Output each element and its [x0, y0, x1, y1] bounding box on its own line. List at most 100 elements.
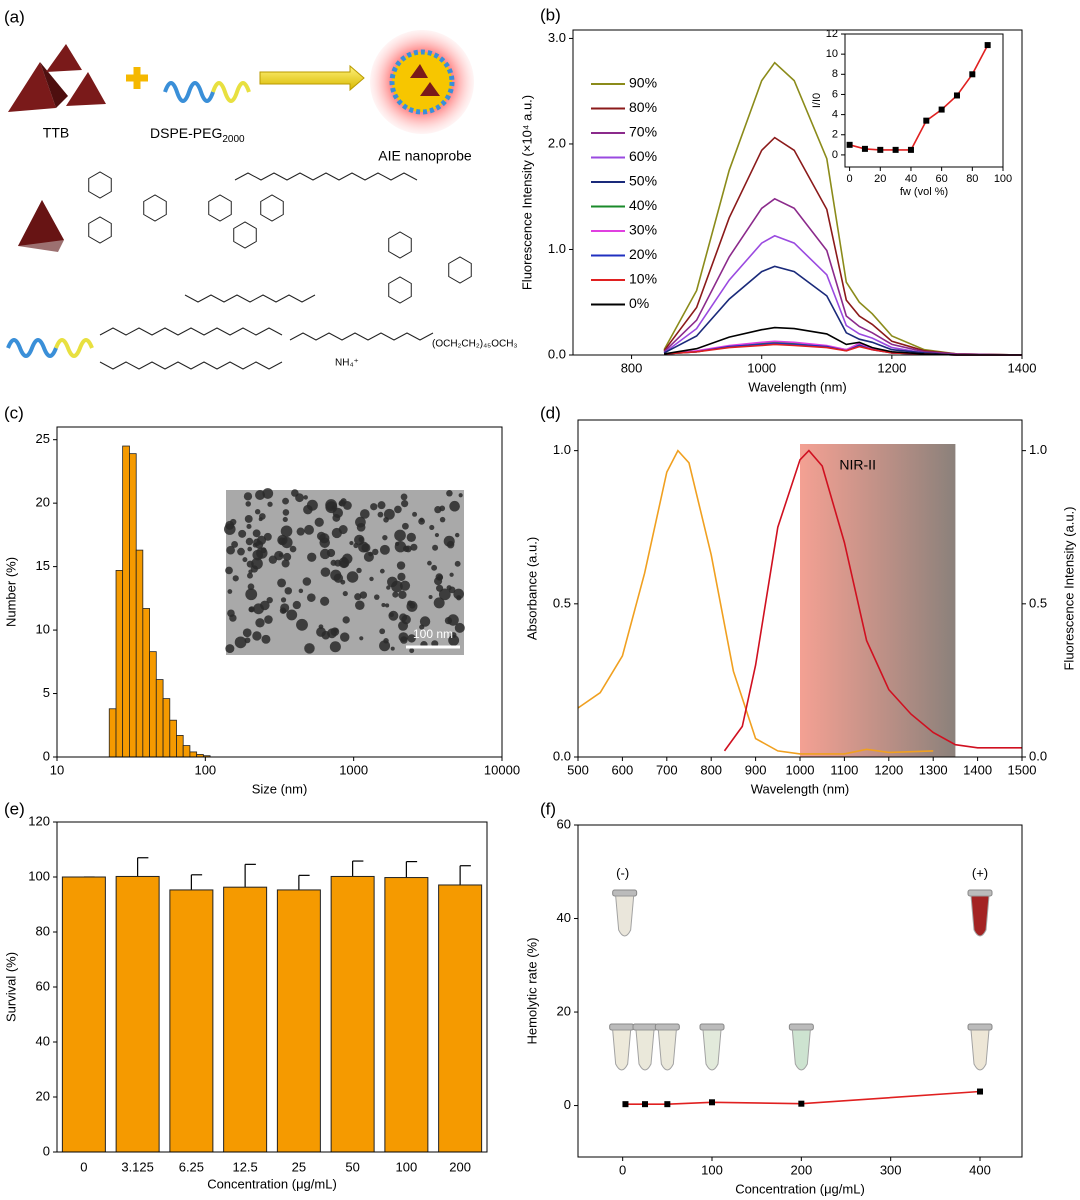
tem-particle	[379, 628, 386, 635]
tem-particle	[282, 509, 290, 516]
scale-bar-label: 100 nm	[413, 627, 453, 641]
tem-particle	[255, 490, 266, 501]
plot-frame	[844, 33, 1004, 168]
tube-cap	[612, 889, 638, 897]
x-tick-label: 1500	[1008, 762, 1037, 777]
x-tick-label: 100	[396, 1159, 418, 1174]
tem-particle	[242, 557, 248, 563]
legend-label: 40%	[629, 197, 657, 213]
annotation: (-)	[616, 865, 629, 880]
x-tick-label: 1300	[919, 762, 948, 777]
tem-particle	[245, 501, 251, 507]
tem-particle	[224, 523, 236, 535]
tem-particle	[456, 595, 462, 601]
x-tick-label: 600	[612, 762, 634, 777]
hist-bar	[155, 679, 164, 758]
tem-particle	[382, 534, 388, 541]
tem-particle	[454, 560, 461, 567]
tem-particle	[359, 591, 368, 599]
tem-particle	[432, 544, 439, 551]
tem-particle	[232, 575, 239, 582]
tube-cap	[788, 1023, 814, 1031]
tem-particle	[439, 505, 446, 512]
tem-particle	[418, 517, 425, 525]
panel-a: (a) TTB DSPE-PEG2000 AIE nanoprobe (OCH₂…	[4, 7, 518, 370]
y-axis-label: Survival (%)	[3, 952, 18, 1022]
core-pyramid	[410, 64, 428, 78]
tem-particle	[412, 511, 418, 517]
tem-particle	[248, 606, 255, 613]
x-tick-label: 1000	[339, 762, 368, 777]
tem-particle	[252, 529, 261, 538]
series-line	[663, 265, 1022, 356]
tem-particle	[346, 571, 359, 583]
ring	[388, 276, 412, 304]
legend-label: 80%	[629, 99, 657, 115]
tem-particle	[332, 513, 341, 522]
bar	[276, 889, 321, 1153]
bar	[330, 875, 375, 1153]
ring	[88, 171, 112, 199]
x-tick-label: 900	[745, 762, 767, 777]
bar	[223, 886, 268, 1153]
y-tick-label: 100	[28, 868, 50, 883]
y2-axis-label: Fluorescence Intensity (a.u.)	[1061, 506, 1076, 670]
x-axis-label: fw (vol %)	[900, 186, 948, 198]
lipid-chain	[211, 81, 251, 103]
series-line	[849, 44, 989, 151]
series-line	[663, 136, 1023, 356]
tem-particle	[398, 632, 409, 642]
marker	[642, 1101, 649, 1108]
tem-particle	[256, 535, 267, 545]
tem-particle	[303, 495, 308, 500]
tem-particle	[381, 602, 386, 608]
tem-particle	[237, 547, 245, 556]
tem-particle	[245, 537, 254, 546]
hist-bar	[129, 453, 137, 758]
x-tick-label: 50	[345, 1159, 359, 1174]
hist-bar	[149, 651, 157, 758]
y-axis-label: Number (%)	[3, 557, 18, 627]
tube	[702, 1029, 722, 1071]
y-tick-label: 25	[36, 431, 50, 446]
y-tick-label: 5	[43, 685, 50, 700]
tem-particle	[338, 501, 344, 507]
marker	[938, 106, 945, 113]
panel-label: (e)	[4, 799, 25, 818]
tem-particle	[446, 490, 453, 497]
x-tick-label: 400	[969, 1162, 991, 1177]
x-tick-label: 6.25	[179, 1159, 204, 1174]
x-tick-label: 12.5	[232, 1159, 257, 1174]
tem-particle	[281, 559, 290, 568]
tube	[657, 1029, 677, 1071]
tem-particle	[267, 501, 273, 507]
x-tick-label: 1400	[1008, 360, 1037, 375]
marker	[622, 1101, 629, 1108]
tem-particle	[278, 552, 283, 558]
tem-particle	[282, 497, 289, 505]
pyramid	[46, 44, 82, 72]
lipid-chain	[54, 338, 94, 358]
y-tick-label: 120	[28, 813, 50, 828]
x-tick-label: 0	[847, 173, 853, 185]
tem-particle	[238, 529, 247, 538]
tem-particle	[394, 505, 402, 514]
dspe-text: DSPE-PEG	[150, 125, 222, 141]
tem-particle	[253, 603, 264, 615]
marker	[969, 71, 976, 78]
tube	[791, 1029, 811, 1071]
tem-particle	[377, 511, 384, 518]
y-tick-label: 6	[832, 88, 838, 100]
hist-bar	[135, 549, 144, 758]
tem-particle	[298, 588, 304, 594]
y-tick-label: 3.0	[548, 30, 566, 45]
tem-particle	[377, 501, 386, 510]
x-tick-label: 100	[701, 1162, 723, 1177]
panel-label: (d)	[540, 403, 561, 422]
tem-particle	[316, 531, 326, 541]
tem-particle	[354, 593, 362, 601]
tem-particle	[369, 576, 374, 582]
x-tick-label: 1100	[830, 762, 858, 777]
tem-particle	[280, 597, 287, 603]
hist-bar	[142, 608, 151, 758]
